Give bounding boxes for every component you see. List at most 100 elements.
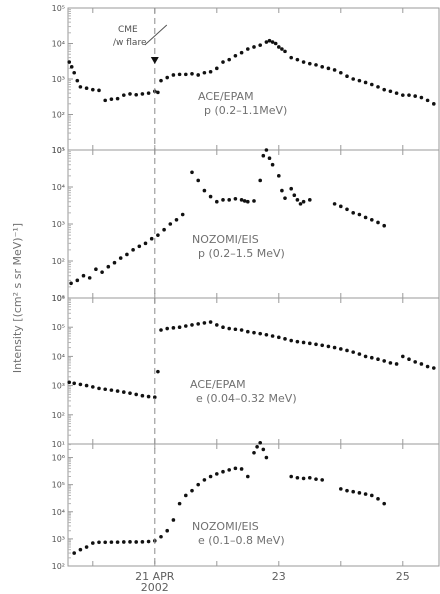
series-2 bbox=[258, 148, 287, 200]
data-point bbox=[283, 196, 287, 200]
data-point bbox=[357, 78, 362, 83]
data-point bbox=[314, 477, 318, 481]
data-point bbox=[270, 40, 275, 44]
data-point bbox=[357, 491, 362, 495]
data-point bbox=[370, 355, 374, 360]
data-point bbox=[91, 87, 95, 92]
data-point bbox=[208, 194, 213, 199]
panel-label-instrument: NOZOMI/EIS bbox=[192, 520, 259, 533]
panel-frame bbox=[67, 443, 440, 567]
data-point bbox=[339, 347, 343, 351]
x-axis: 21 APR 23 25 2002 bbox=[135, 570, 410, 594]
data-point bbox=[308, 198, 312, 202]
data-point bbox=[258, 178, 263, 183]
data-point bbox=[242, 199, 247, 203]
data-point bbox=[295, 339, 300, 344]
data-point bbox=[162, 227, 166, 232]
data-point bbox=[134, 392, 138, 397]
data-point bbox=[357, 212, 362, 217]
data-point bbox=[267, 38, 272, 43]
data-point bbox=[388, 361, 393, 365]
x-year-label: 2002 bbox=[141, 581, 169, 594]
data-point bbox=[388, 89, 393, 94]
data-point bbox=[308, 61, 312, 66]
panel-label-channel: p (0.2–1.5 MeV) bbox=[198, 247, 285, 260]
data-point bbox=[184, 72, 188, 77]
data-point bbox=[345, 207, 349, 212]
data-point bbox=[168, 222, 173, 226]
series-1 bbox=[67, 38, 436, 106]
data-point bbox=[277, 174, 281, 178]
data-point bbox=[277, 45, 281, 49]
y-tick-label: 10⁵ bbox=[52, 146, 65, 155]
data-point bbox=[264, 40, 269, 44]
data-point bbox=[326, 66, 331, 71]
data-point bbox=[314, 63, 318, 67]
data-point bbox=[332, 345, 337, 350]
y-tick-label: 10⁴ bbox=[52, 183, 65, 192]
data-point bbox=[69, 65, 74, 69]
y-tick-label: 10³ bbox=[52, 220, 65, 229]
event-arrow-icon bbox=[150, 57, 159, 64]
data-point bbox=[370, 217, 374, 222]
data-point bbox=[221, 198, 225, 202]
data-point bbox=[407, 357, 411, 362]
series-1 bbox=[67, 320, 436, 400]
data-point bbox=[308, 475, 312, 480]
data-point bbox=[413, 360, 418, 364]
data-point bbox=[221, 60, 225, 64]
panel-label-channel: p (0.2–1.1MeV) bbox=[204, 104, 287, 117]
data-point bbox=[255, 444, 259, 449]
panel-frame bbox=[67, 297, 440, 445]
data-point bbox=[376, 220, 380, 225]
data-point bbox=[295, 198, 300, 202]
data-point bbox=[351, 350, 356, 354]
y-tick-label: 10¹ bbox=[52, 146, 65, 155]
data-point bbox=[261, 153, 266, 158]
data-point bbox=[184, 324, 188, 328]
data-point bbox=[75, 278, 80, 283]
data-point bbox=[239, 467, 244, 471]
data-point bbox=[134, 92, 138, 97]
data-point bbox=[165, 75, 169, 80]
data-point bbox=[239, 198, 244, 202]
data-point bbox=[81, 273, 86, 278]
data-point bbox=[363, 80, 368, 85]
data-point bbox=[87, 276, 92, 280]
data-point bbox=[419, 362, 424, 366]
data-point bbox=[215, 66, 219, 71]
data-point bbox=[283, 49, 287, 54]
data-point bbox=[280, 188, 284, 193]
data-point bbox=[190, 72, 194, 76]
data-point bbox=[376, 497, 380, 501]
data-point bbox=[91, 385, 95, 389]
data-point bbox=[401, 354, 405, 359]
data-point bbox=[289, 55, 294, 60]
data-point bbox=[215, 323, 219, 327]
data-point bbox=[432, 102, 436, 106]
data-point bbox=[301, 60, 306, 64]
data-point bbox=[394, 91, 399, 95]
panel-label-channel: e (0.1–0.8 MeV) bbox=[198, 534, 285, 547]
data-point bbox=[128, 92, 132, 96]
data-point bbox=[94, 267, 98, 272]
data-point bbox=[115, 540, 120, 544]
data-point bbox=[277, 335, 281, 340]
data-point bbox=[413, 94, 418, 98]
data-point bbox=[190, 488, 194, 493]
data-point bbox=[221, 469, 225, 474]
data-point bbox=[97, 540, 101, 545]
data-point bbox=[128, 540, 132, 544]
data-point bbox=[196, 322, 200, 326]
data-point bbox=[103, 98, 107, 103]
y-tick-label: 10⁴ bbox=[52, 352, 65, 361]
data-point bbox=[227, 57, 231, 62]
data-point bbox=[122, 390, 126, 394]
data-point bbox=[156, 369, 160, 374]
y-tick-label: 10⁶ bbox=[52, 454, 65, 463]
data-point bbox=[128, 391, 132, 395]
data-point bbox=[67, 60, 72, 64]
